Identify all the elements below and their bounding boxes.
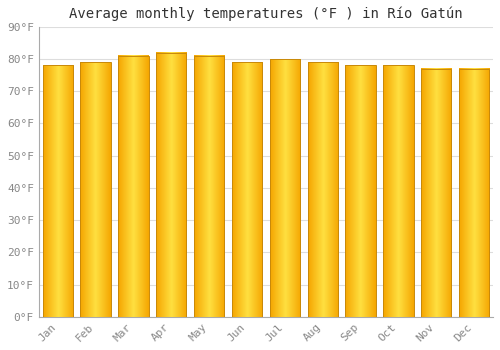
Bar [194, 56, 224, 317]
Bar [118, 56, 148, 317]
Bar [421, 69, 452, 317]
Bar [42, 65, 73, 317]
Bar [384, 65, 414, 317]
Bar [156, 52, 186, 317]
Bar [459, 69, 490, 317]
Bar [270, 59, 300, 317]
Bar [308, 62, 338, 317]
Bar [80, 62, 110, 317]
Bar [232, 62, 262, 317]
Title: Average monthly temperatures (°F ) in Río Gatún: Average monthly temperatures (°F ) in Rí… [69, 7, 462, 21]
Bar [346, 65, 376, 317]
